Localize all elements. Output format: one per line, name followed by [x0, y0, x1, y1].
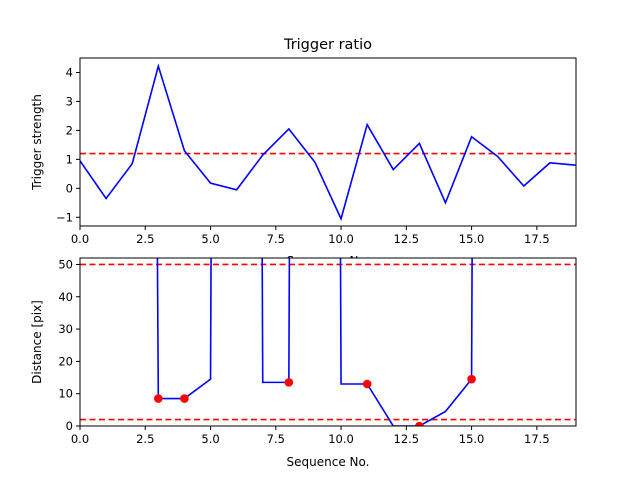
bottom-marker-point [154, 394, 163, 403]
bottom-series-line [156, 258, 473, 426]
y-tick-label: 10 [58, 387, 73, 401]
top-axes-frame [79, 57, 577, 227]
bottom-markers [154, 374, 476, 426]
x-tick-label: 10.0 [328, 432, 354, 446]
bottom-x-axis-label: Sequence No. [287, 455, 370, 469]
bottom-marker-point [467, 374, 476, 384]
x-tick-label: 12.5 [394, 232, 420, 246]
bottom-axes-background [80, 258, 576, 426]
y-tick-label: 20 [58, 354, 73, 368]
y-tick-label: 50 [58, 257, 73, 271]
bottom-threshold-group [80, 263, 576, 421]
bottom-axes-frame [79, 257, 577, 427]
bottom-panel: 0.0 2.5 5.0 7.5 10.0 12.5 15.0 17.5 0 10 20 30 40 50… [30, 257, 577, 469]
y-tick-label: 1 [66, 152, 73, 166]
top-x-ticks: 0.0 2.5 5.0 7.5 10.0 12.5 15.0 17.5 [71, 226, 550, 246]
y-tick-label: 2 [66, 123, 73, 137]
top-series-line [80, 63, 576, 222]
x-tick-label: 5.0 [201, 432, 219, 446]
x-tick-label: 7.5 [267, 232, 285, 246]
x-tick-label: 2.5 [136, 432, 154, 446]
x-tick-label: 2.5 [136, 232, 154, 246]
y-tick-label: 0 [66, 419, 73, 433]
bottom-y-axis-label: Distance [pix] [30, 300, 44, 384]
x-tick-label: 15.0 [459, 232, 485, 246]
x-tick-label: 7.5 [267, 432, 285, 446]
x-tick-label: 10.0 [328, 232, 354, 246]
y-tick-label: −1 [56, 210, 73, 224]
y-tick-label: 3 [66, 94, 73, 108]
top-chart-title: Trigger ratio [283, 37, 372, 53]
x-tick-label: 12.5 [394, 432, 420, 446]
bottom-x-ticks: 0.0 2.5 5.0 7.5 10.0 12.5 15.0 17.5 [71, 426, 550, 446]
top-y-axis-label: Trigger strength [30, 94, 44, 191]
bottom-marker-point [284, 378, 294, 387]
bottom-marker-point [415, 421, 424, 426]
x-tick-label: 0.0 [71, 232, 89, 246]
x-tick-label: 5.0 [201, 232, 219, 246]
x-tick-label: 17.5 [524, 432, 550, 446]
bottom-y-ticks: 0 10 20 30 40 50 [58, 257, 80, 433]
y-tick-label: 40 [58, 290, 73, 304]
x-tick-label: 0.0 [71, 432, 89, 446]
y-tick-label: 30 [58, 322, 73, 336]
bottom-marker-point [180, 394, 189, 403]
top-y-ticks: −1 0 1 2 3 4 [56, 65, 80, 224]
bottom-marker-point [362, 379, 372, 389]
y-tick-label: 4 [66, 65, 73, 79]
y-tick-label: 0 [66, 181, 73, 195]
x-tick-label: 17.5 [524, 232, 550, 246]
x-tick-label: 15.0 [459, 432, 485, 446]
